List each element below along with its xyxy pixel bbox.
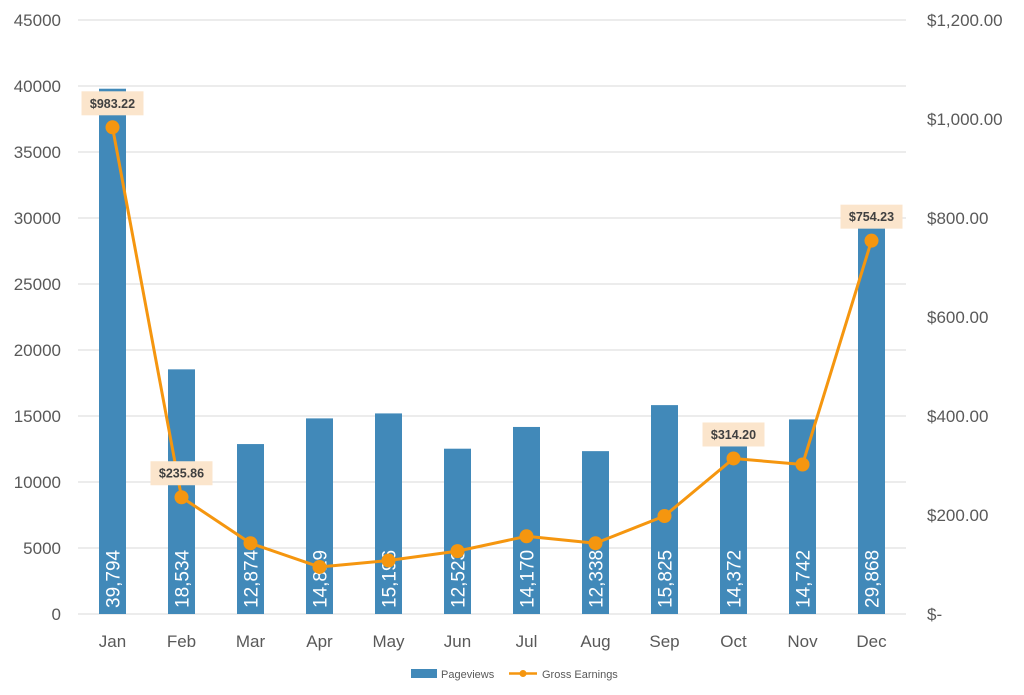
legend-pageviews-label: Pageviews [441,669,495,681]
right-axis-tick-label: $1,000.00 [927,110,1003,129]
pageviews-bars [99,88,885,615]
earnings-marker-jun [450,544,465,559]
x-axis-tick-label: Jul [516,632,538,651]
left-axis-tick-label: 30000 [14,209,61,228]
x-axis-tick-label: May [372,632,405,651]
callout-box [840,204,903,229]
x-axis-tick-label: Aug [580,632,610,651]
earnings-marker-mar [243,536,258,551]
left-axis-tick-label: 35000 [14,143,61,162]
right-axis-tick-label: $1,200.00 [927,11,1003,30]
left-axis-tick-label: 5000 [23,539,61,558]
bar-value-label: 14,372 [725,550,746,608]
left-axis-tick-label: 20000 [14,341,61,360]
earnings-marker-may [381,553,396,568]
bar-jun [444,448,471,614]
x-axis-tick-label: Feb [167,632,196,651]
bar-value-label: 18,534 [173,549,194,608]
bar-value-label: 29,868 [863,550,884,608]
bar-value-label: 12,874 [242,549,263,608]
x-axis-tick-label: Mar [236,632,266,651]
x-axis-tick-label: Sep [649,632,679,651]
callout-box [81,91,144,116]
bar-jul [513,426,540,614]
earnings-marker-oct [726,451,741,466]
earnings-marker-apr [312,559,327,574]
callout-box [702,422,765,447]
axes: 0 5000 10000 15000 20000 25000 30000 35000 40000… [14,11,1003,651]
earnings-marker-dec [864,233,879,248]
bar-value-label: 14,742 [794,550,815,608]
left-axis-tick-label: 25000 [14,275,61,294]
earnings-callouts: $983.22 $235.86 $314.20 $754.23 [81,91,903,486]
earnings-marker-aug [588,536,603,551]
legend-pageviews-swatch [411,669,437,678]
x-axis-tick-label: Oct [720,632,747,651]
legend: Pageviews Gross Earnings [411,669,618,681]
x-axis-tick-label: Nov [787,632,818,651]
right-axis-tick-label: $800.00 [927,209,988,228]
earnings-line-path [111,127,873,569]
bar-value-label: 12,523 [449,550,470,608]
pageviews-bar-labels: 39,794 18,534 12,874 14,819 15,196 12,523 14,1… [104,549,884,608]
bar-value-label: 14,170 [518,550,539,608]
x-axis-tick-label: Jan [99,632,126,651]
bar-value-label: 15,825 [656,550,677,608]
bar-aug [582,451,609,614]
bar-apr [306,418,333,614]
callout-label: $235.86 [159,467,204,481]
callout-label: $754.23 [849,210,894,224]
bar-mar [237,444,264,614]
earnings-line [105,120,879,574]
bar-nov [789,419,816,614]
x-axis-tick-label: Dec [856,632,887,651]
bar-dec [858,219,885,614]
left-axis-tick-label: 10000 [14,473,61,492]
bar-may [375,413,402,614]
right-axis-tick-label: $400.00 [927,407,988,426]
callout-label: $314.20 [711,428,756,442]
right-axis-tick-label: $600.00 [927,308,988,327]
earnings-marker-feb [174,490,189,505]
bar-value-label: 12,338 [587,550,608,608]
bar-jan [99,88,126,615]
x-axis-tick-label: Apr [306,632,333,651]
left-axis-tick-label: 15000 [14,407,61,426]
bar-value-label: 39,794 [104,549,125,608]
left-axis-tick-label: 45000 [14,11,61,30]
x-axis-tick-label: Jun [444,632,471,651]
left-axis-tick-label: 40000 [14,77,61,96]
bar-value-label: 14,819 [311,550,332,608]
earnings-marker-sep [657,508,672,523]
right-axis-tick-label: $- [927,605,942,624]
callout-label: $983.22 [90,97,135,111]
left-axis-tick-label: 0 [52,605,61,624]
right-axis-tick-label: $200.00 [927,506,988,525]
earnings-marker-jul [519,529,534,544]
earnings-marker-jan [105,120,120,135]
callout-box [150,461,213,486]
earnings-marker-nov [795,457,810,472]
legend-earnings-label: Gross Earnings [542,669,618,681]
legend-earnings-swatch-marker [519,670,527,677]
gridlines [78,19,906,615]
